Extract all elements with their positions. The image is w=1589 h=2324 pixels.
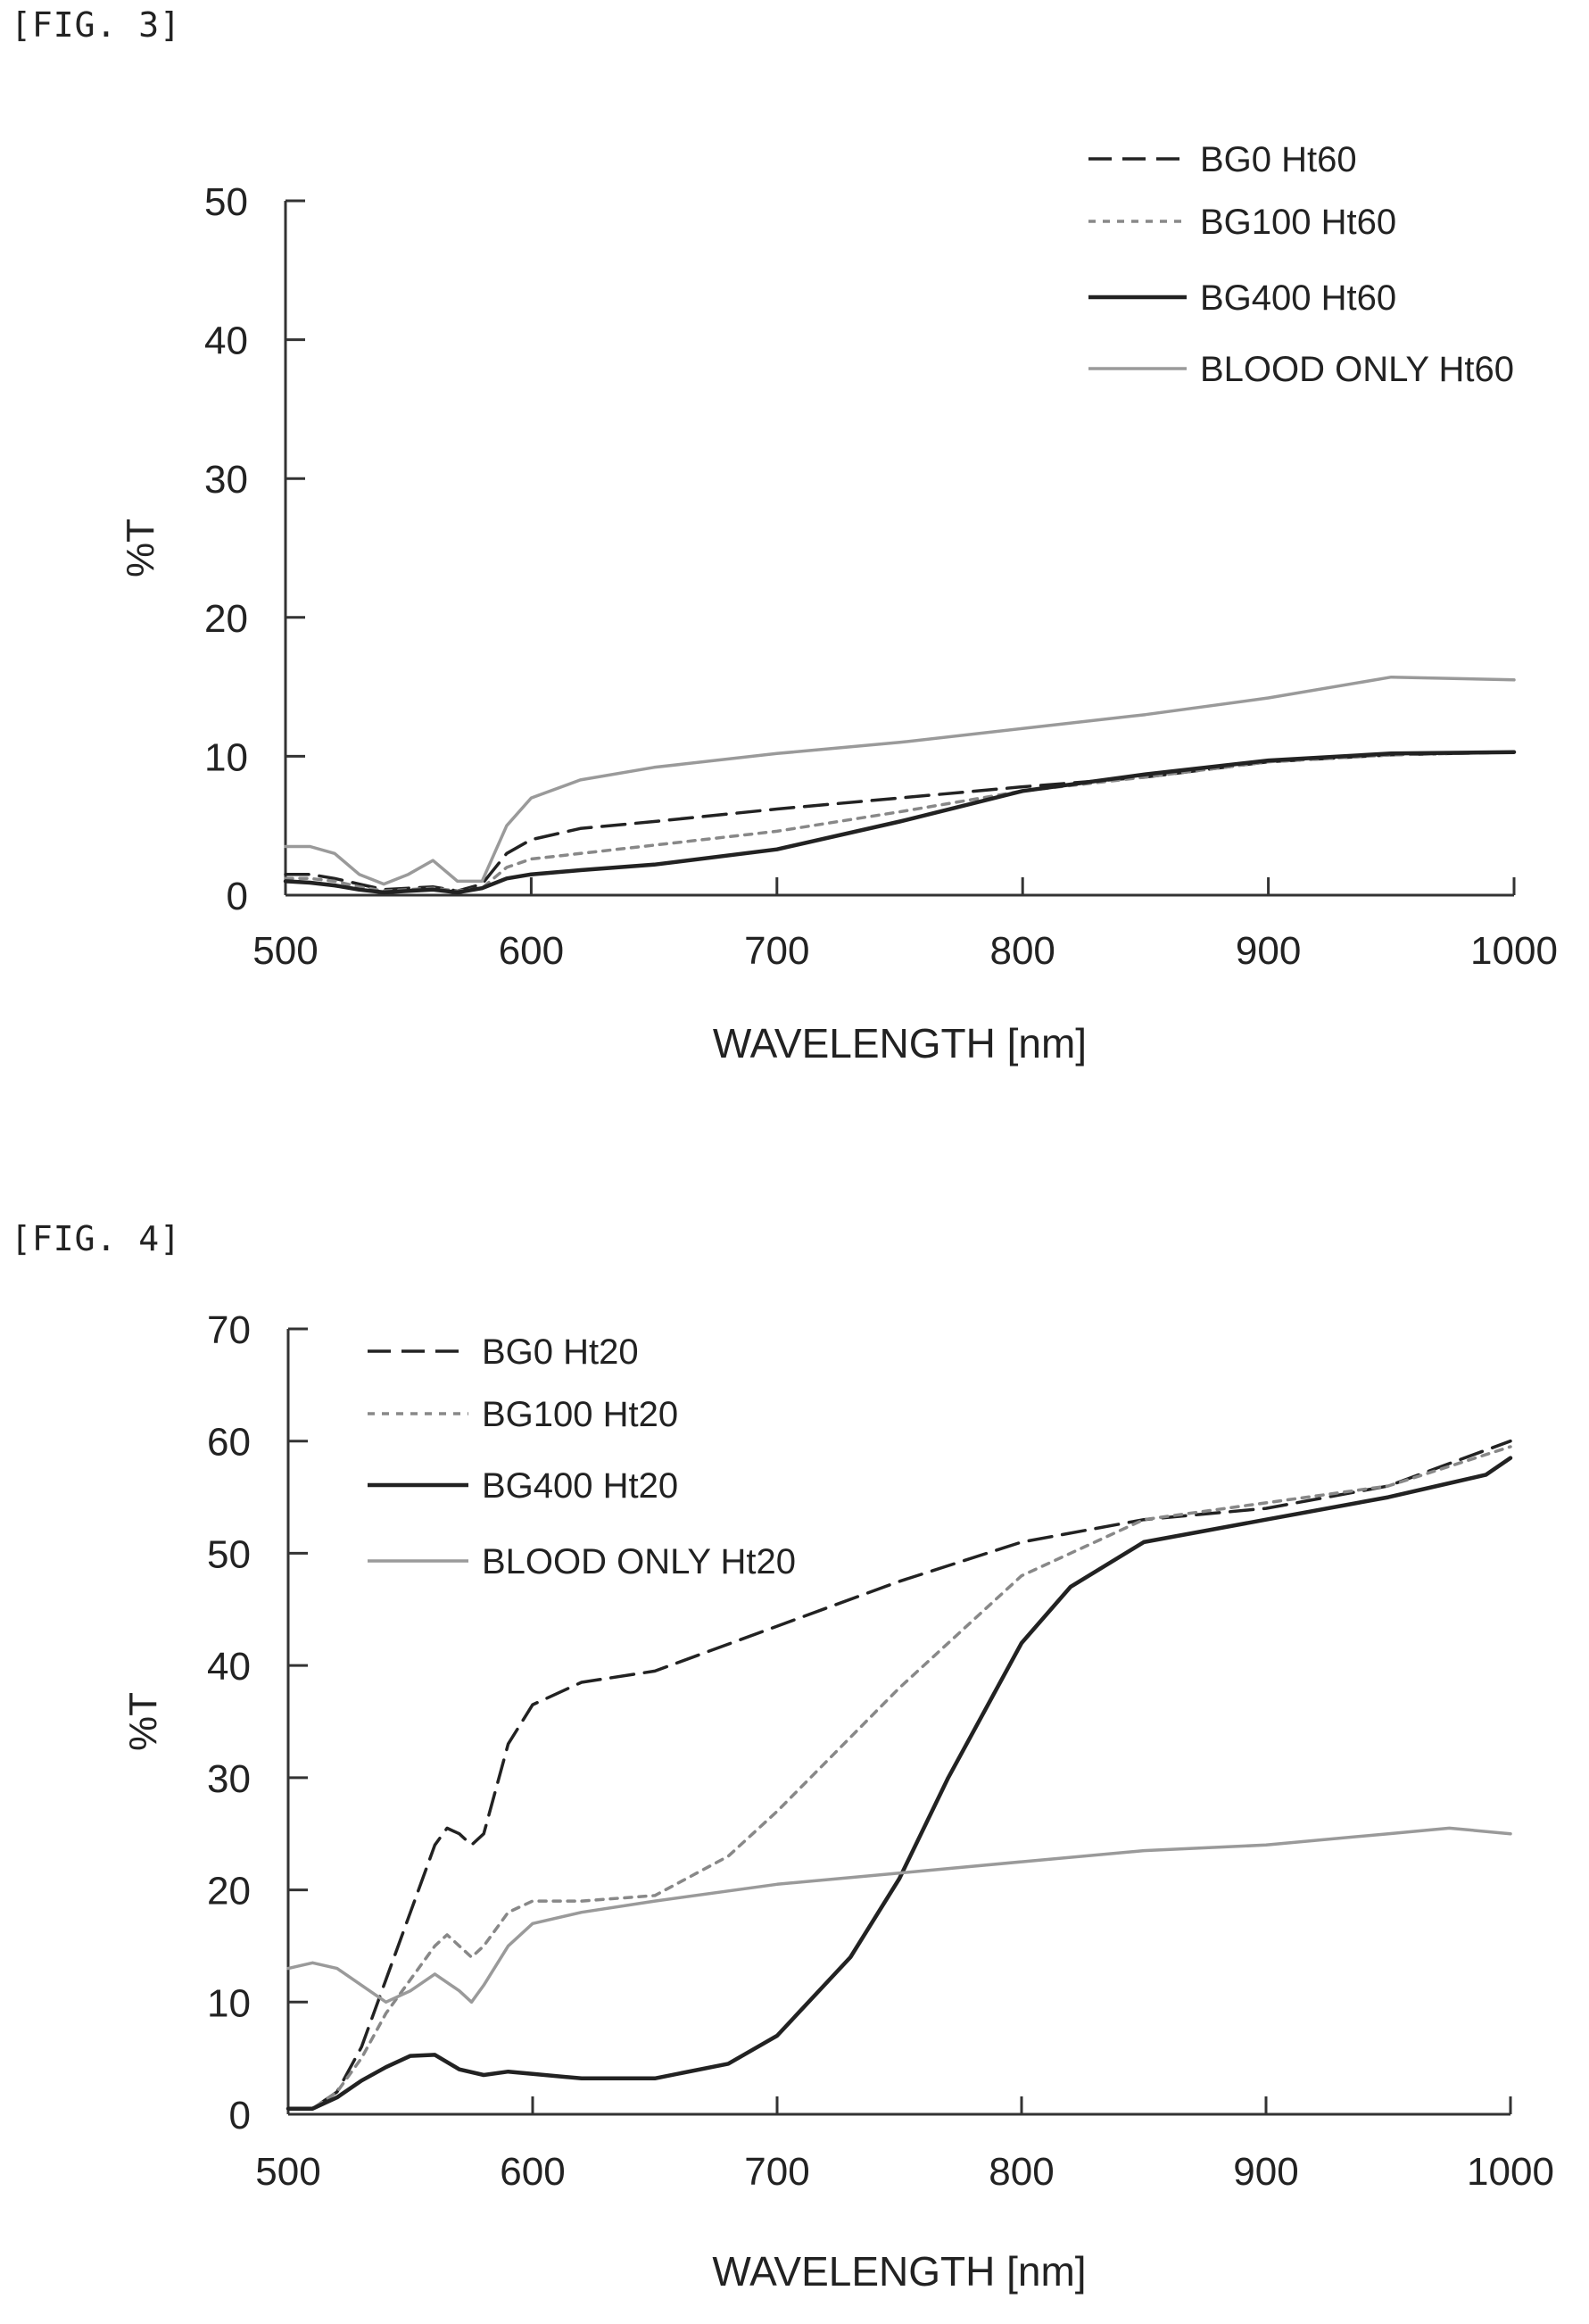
y-tick-label: 60 [207, 1421, 251, 1465]
series-line-3 [284, 675, 1516, 886]
x-tick-label: 600 [499, 929, 564, 973]
x-axis-label: WAVELENGTH [nm] [713, 1020, 1087, 1067]
y-tick-label: 70 [207, 1308, 251, 1352]
x-axis-label: WAVELENGTH [nm] [712, 2248, 1086, 2295]
x-tick-label: 1000 [1467, 2150, 1554, 2194]
y-tick-label: 20 [207, 1870, 251, 1913]
y-tick-label: 40 [204, 320, 248, 363]
y-tick-label: 10 [204, 735, 248, 779]
figure-3-label: [FIG. 3] [11, 5, 182, 45]
x-tick-label: 700 [744, 2150, 809, 2194]
x-tick-label: 600 [500, 2150, 565, 2194]
y-tick-label: 0 [227, 875, 248, 918]
y-tick-label: 40 [207, 1645, 251, 1689]
x-tick-label: 1000 [1470, 929, 1558, 973]
series-line-2 [286, 1456, 1513, 2111]
figure-4-label: [FIG. 4] [11, 1219, 182, 1258]
y-tick-label: 10 [207, 1981, 251, 2025]
series-line-1 [284, 750, 1516, 893]
figure-3-chart: 0 10 20 30 40 50 500 600 700 800 900 1000 WAVELENGTH… [119, 140, 1558, 1067]
x-tick-label: 900 [1233, 2150, 1298, 2194]
legend-label-2: BG400 Ht20 [482, 1466, 678, 1506]
x-tick-label: 500 [252, 929, 318, 973]
y-axis-label: %T [119, 519, 162, 577]
y-tick-label: 30 [204, 458, 248, 502]
x-tick-label: 500 [255, 2150, 320, 2194]
legend-label-1: BG100 Ht20 [482, 1395, 678, 1434]
legend-label-3: BLOOD ONLY Ht20 [482, 1542, 796, 1581]
series-line-0 [286, 1439, 1512, 2111]
series-line-3 [286, 1826, 1512, 2004]
y-tick-label: 50 [204, 180, 248, 224]
y-tick-label: 30 [207, 1757, 251, 1801]
figure-4-chart: 0 10 20 30 40 50 60 70 500 600 700 800 900 1000 WAVELE… [121, 1308, 1554, 2295]
y-tick-label: 50 [207, 1532, 251, 1576]
legend-label-1: BG100 Ht60 [1200, 203, 1396, 242]
y-axis-label: %T [121, 1692, 165, 1751]
legend-label-0: BG0 Ht60 [1200, 140, 1357, 179]
x-tick-label: 700 [744, 929, 809, 973]
legend-label-3: BLOOD ONLY Ht60 [1200, 350, 1514, 389]
series-line-2 [283, 750, 1517, 895]
x-tick-label: 900 [1236, 929, 1301, 973]
legend-label-0: BG0 Ht20 [482, 1332, 639, 1372]
series-line-1 [286, 1445, 1512, 2111]
x-tick-label: 800 [989, 929, 1055, 973]
x-tick-label: 800 [989, 2150, 1054, 2194]
legend-label-2: BG400 Ht60 [1200, 278, 1396, 318]
y-tick-label: 20 [204, 597, 248, 641]
y-tick-label: 0 [229, 2094, 251, 2137]
